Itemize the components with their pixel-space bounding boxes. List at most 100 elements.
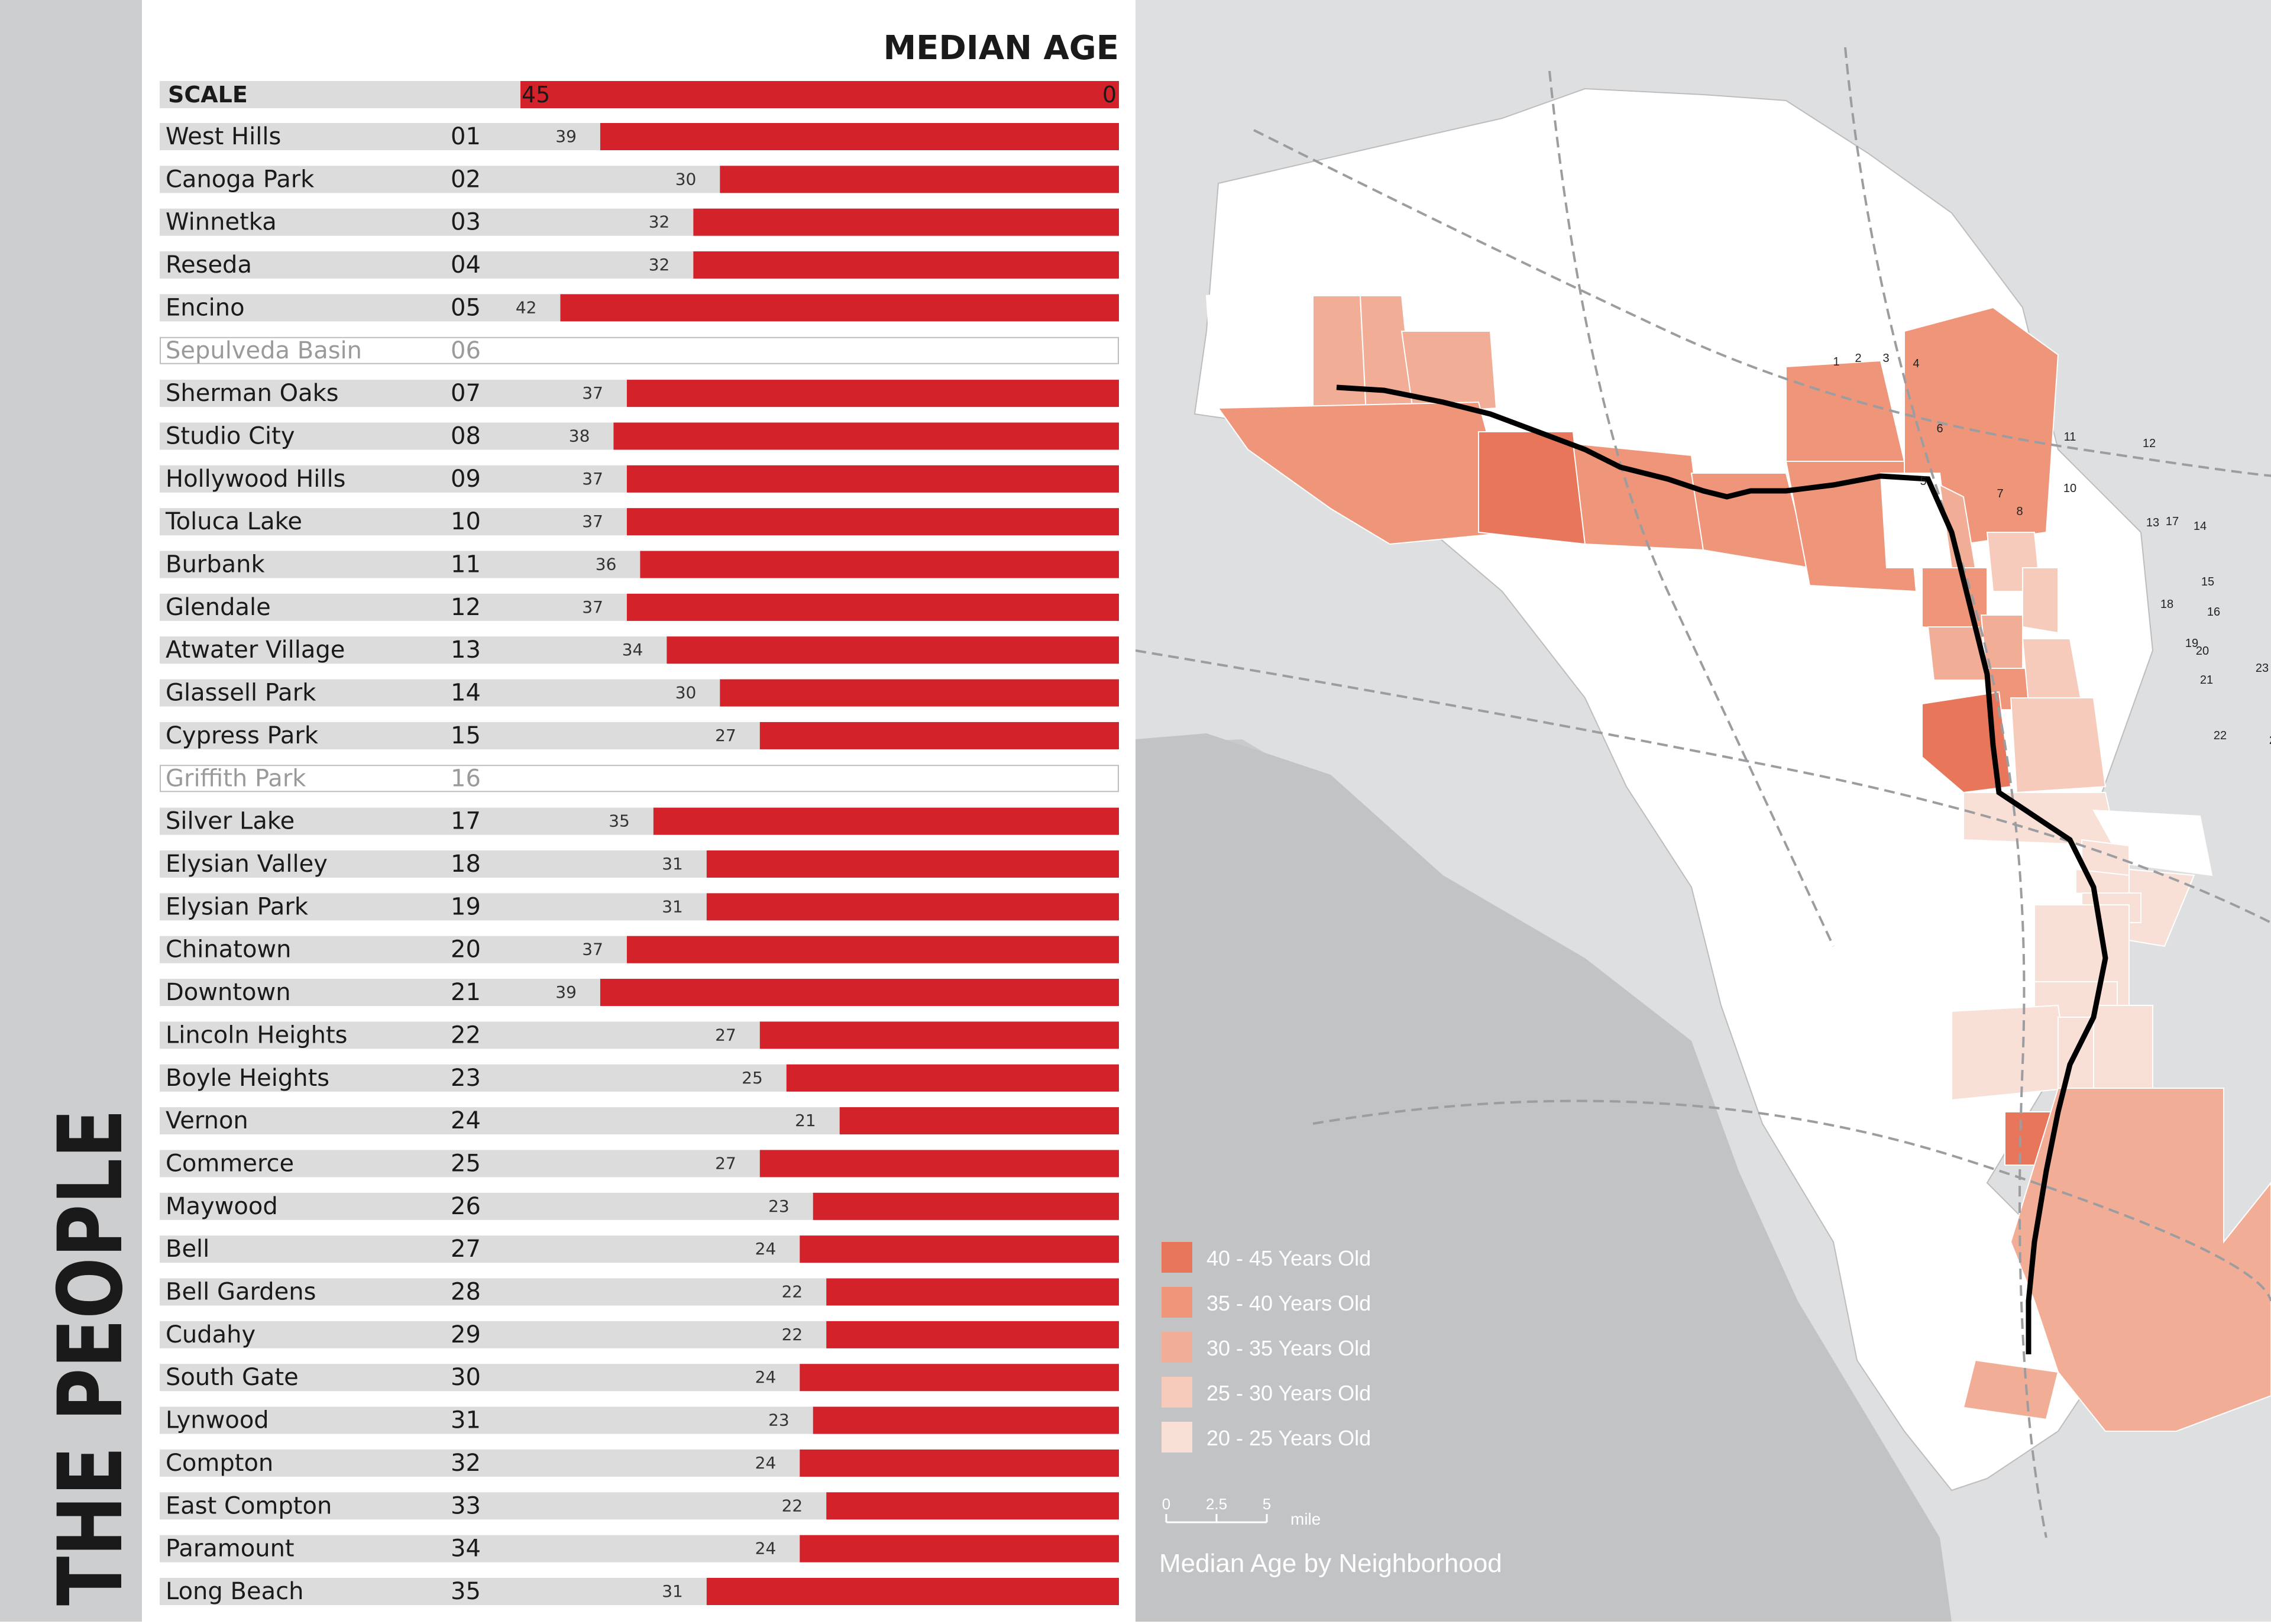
freeway-line bbox=[1844, 47, 2047, 1538]
bar-category-label: Commerce bbox=[166, 1150, 294, 1177]
bar-value-label: 31 bbox=[662, 854, 683, 874]
region-number-label: 17 bbox=[2166, 515, 2179, 528]
bar-number-label: 01 bbox=[451, 123, 481, 150]
bar-category-label: Elysian Park bbox=[166, 893, 309, 920]
bar-category-label: Griffith Park bbox=[166, 765, 306, 792]
bar-value-label: 35 bbox=[609, 811, 630, 831]
bar-number-label: 16 bbox=[451, 765, 481, 792]
bar-category-label: Bell bbox=[166, 1235, 209, 1263]
bar-category-label: Glendale bbox=[166, 594, 271, 621]
side-panel bbox=[0, 0, 142, 1622]
bar-row: 24 Bell 27 bbox=[160, 1235, 1119, 1263]
neighborhood-area bbox=[1205, 283, 1314, 386]
bar-value-label: 27 bbox=[715, 1153, 736, 1173]
region-number-label: 6 bbox=[1936, 422, 1943, 435]
bar-value-label: 22 bbox=[782, 1496, 803, 1515]
bar-number-label: 15 bbox=[451, 722, 481, 749]
bar-category-label: Downtown bbox=[166, 979, 291, 1006]
bar-number-label: 33 bbox=[451, 1492, 481, 1519]
bar-row: 21 Vernon 24 bbox=[160, 1107, 1119, 1135]
bar-number-label: 34 bbox=[451, 1535, 481, 1562]
neighborhood-area bbox=[1921, 567, 1988, 634]
bar-value-label: 32 bbox=[649, 255, 670, 274]
bar bbox=[667, 636, 1119, 664]
scale-bar bbox=[520, 81, 1119, 108]
bar bbox=[813, 1406, 1119, 1434]
bar-number-label: 30 bbox=[451, 1364, 481, 1391]
median-age-map: 1234567810111213141516171819202122232425… bbox=[1135, 0, 2271, 1622]
bar-category-label: Studio City bbox=[166, 422, 295, 449]
bar-category-label: Chinatown bbox=[166, 936, 291, 963]
bar-number-label: 21 bbox=[451, 979, 481, 1006]
bar bbox=[720, 679, 1119, 707]
bar-row: 23 Maywood 26 bbox=[160, 1192, 1119, 1220]
map-title: Median Age by Neighborhood bbox=[1159, 1549, 1502, 1578]
bar-row: 30 Glassell Park 14 bbox=[160, 679, 1119, 707]
bar-value-label: 31 bbox=[662, 1581, 683, 1601]
bar-number-label: 06 bbox=[451, 337, 481, 364]
side-title: THE PEOPLE bbox=[0, 0, 143, 1622]
bar bbox=[706, 893, 1119, 921]
scalebar-unit: mile bbox=[1290, 1510, 1321, 1528]
bar-row: 27 Commerce 25 bbox=[160, 1150, 1119, 1177]
legend-swatch bbox=[1162, 1242, 1192, 1273]
bar bbox=[826, 1321, 1119, 1348]
la-river-line bbox=[1336, 384, 2108, 1354]
bar bbox=[759, 1021, 1119, 1049]
bar-number-label: 17 bbox=[451, 808, 481, 835]
bar-value-label: 30 bbox=[675, 169, 697, 189]
bar-category-label: Toluca Lake bbox=[165, 508, 302, 535]
region-number-label: 8 bbox=[2016, 505, 2023, 518]
bar-value-label: 24 bbox=[755, 1539, 777, 1558]
legend-swatch bbox=[1162, 1287, 1192, 1318]
bar-value-label: 39 bbox=[555, 982, 577, 1002]
bar-row: 24 Compton 32 bbox=[160, 1449, 1119, 1477]
bar-category-label: Paramount bbox=[166, 1535, 295, 1562]
bar bbox=[759, 722, 1119, 749]
neighborhood-area bbox=[1217, 401, 1515, 545]
freeway-line bbox=[1312, 1099, 2271, 1302]
bar-number-label: 03 bbox=[451, 209, 481, 236]
bar bbox=[653, 807, 1119, 835]
bar-value-label: 37 bbox=[582, 512, 603, 531]
bar-number-label: 02 bbox=[451, 166, 481, 193]
scale-max-label: 45 bbox=[522, 82, 550, 108]
bar-number-label: 29 bbox=[451, 1321, 481, 1348]
bar-number-label: 26 bbox=[451, 1193, 481, 1220]
bar-category-label: Sherman Oaks bbox=[166, 380, 339, 407]
bar bbox=[826, 1278, 1119, 1306]
bar-category-label: Silver Lake bbox=[166, 808, 295, 835]
bar-number-label: 11 bbox=[451, 551, 481, 578]
region-number-label: 24 bbox=[2269, 734, 2271, 747]
bar-row: 37 Sherman Oaks 07 bbox=[160, 380, 1119, 407]
scalebar-tick-label: 2.5 bbox=[1206, 1495, 1227, 1513]
bar-number-label: 20 bbox=[451, 936, 481, 963]
neighborhood-area bbox=[1572, 442, 1704, 551]
scalebar-tick-label: 5 bbox=[1263, 1495, 1271, 1513]
bar-row: 27 Cypress Park 15 bbox=[160, 722, 1119, 749]
bar-value-label: 39 bbox=[555, 127, 577, 146]
bar-row: 37 Toluca Lake 10 bbox=[160, 508, 1119, 536]
bar-value-label: 37 bbox=[582, 469, 603, 489]
bar-row: 30 Canoga Park 02 bbox=[160, 166, 1119, 193]
chart-title: MEDIAN AGE bbox=[883, 29, 1119, 67]
bar-value-label: 42 bbox=[516, 297, 537, 317]
bar bbox=[626, 508, 1119, 536]
bar-number-label: 27 bbox=[451, 1235, 481, 1263]
bar-row: 37 Hollywood Hills 09 bbox=[160, 465, 1119, 493]
bar-number-label: 25 bbox=[451, 1150, 481, 1177]
bar-category-label: Sepulveda Basin bbox=[166, 337, 362, 364]
legend-label: 30 - 35 Years Old bbox=[1206, 1336, 1371, 1360]
legend-label: 40 - 45 Years Old bbox=[1206, 1246, 1371, 1270]
bar-category-label: Winnetka bbox=[166, 209, 277, 236]
legend-label: 25 - 30 Years Old bbox=[1206, 1381, 1371, 1405]
bar-value-label: 37 bbox=[582, 383, 603, 403]
bar-category-label: Boyle Heights bbox=[166, 1065, 329, 1092]
bar-value-label: 25 bbox=[742, 1068, 763, 1088]
region-number-label: 5 bbox=[1920, 475, 1926, 488]
bar-value-label: 38 bbox=[569, 426, 590, 445]
bar-number-label: 23 bbox=[451, 1065, 481, 1092]
bar bbox=[786, 1064, 1119, 1092]
bar-value-label: 27 bbox=[715, 726, 736, 745]
bar-value-label: 22 bbox=[782, 1325, 803, 1344]
